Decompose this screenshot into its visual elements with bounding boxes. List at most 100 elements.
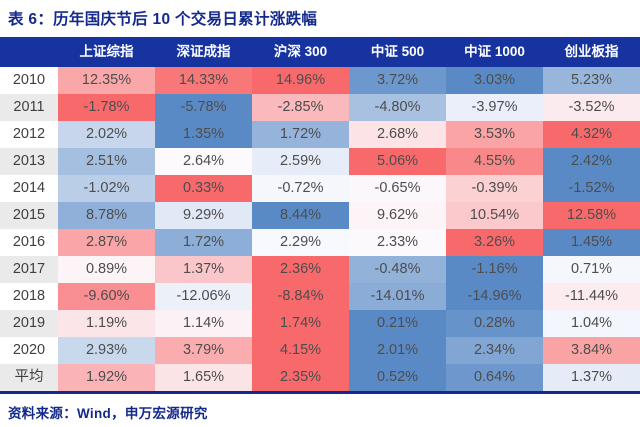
heatmap-table: 上证综指 深证成指 沪深 300 中证 500 中证 1000 创业板指 2010 12.3…	[0, 37, 640, 394]
table-row: 2015 8.78% 9.29% 8.44% 9.62% 10.54% 12.58%	[0, 202, 640, 229]
table-cell: 10.54%	[446, 202, 543, 229]
column-header: 中证 500	[370, 44, 425, 59]
table-cell: 1.04%	[543, 310, 640, 337]
table-cell: 3.84%	[543, 337, 640, 364]
table-cell: -11.44%	[543, 283, 640, 310]
table-cell: 12.58%	[543, 202, 640, 229]
table-cell: -1.16%	[446, 256, 543, 283]
table-body: 2010 12.35% 14.33% 14.96% 3.72% 3.03% 5.23% 201…	[0, 67, 640, 391]
table-cell: -14.01%	[349, 283, 446, 310]
table-cell: -5.78%	[155, 94, 252, 121]
table-cell: 2.64%	[155, 148, 252, 175]
column-header: 沪深 300	[273, 44, 328, 59]
table-cell: -1.02%	[58, 175, 155, 202]
table-cell: 1.72%	[155, 229, 252, 256]
row-label: 2017	[0, 256, 58, 283]
header-row: 上证综指 深证成指 沪深 300 中证 500 中证 1000 创业板指	[0, 37, 640, 67]
table-cell: 0.64%	[446, 364, 543, 391]
table-row: 2010 12.35% 14.33% 14.96% 3.72% 3.03% 5.23%	[0, 67, 640, 94]
table-row: 2017 0.89% 1.37% 2.36% -0.48% -1.16% 0.71%	[0, 256, 640, 283]
table-cell: 2.42%	[543, 148, 640, 175]
table-row: 2018 -9.60% -12.06% -8.84% -14.01% -14.96% -11…	[0, 283, 640, 310]
column-header: 上证综指	[79, 44, 134, 59]
table-cell: 2.34%	[446, 337, 543, 364]
table-cell: 3.72%	[349, 67, 446, 94]
table-cell: 5.06%	[349, 148, 446, 175]
table-cell: 0.52%	[349, 364, 446, 391]
row-label: 2016	[0, 229, 58, 256]
table-cell: 0.71%	[543, 256, 640, 283]
table-cell: 1.45%	[543, 229, 640, 256]
table-cell: 4.15%	[252, 337, 349, 364]
row-label: 2012	[0, 121, 58, 148]
page-title: 表 6：历年国庆节后 10 个交易日累计涨跌幅	[8, 11, 318, 28]
table-cell: -0.65%	[349, 175, 446, 202]
table-cell: 3.79%	[155, 337, 252, 364]
row-label: 2011	[0, 94, 58, 121]
table-cell: 14.33%	[155, 67, 252, 94]
corner-cell	[0, 37, 58, 67]
table-cell: 12.35%	[58, 67, 155, 94]
row-label: 2020	[0, 337, 58, 364]
table-cell: 5.23%	[543, 67, 640, 94]
table-cell: 2.36%	[252, 256, 349, 283]
table-cell: 2.59%	[252, 148, 349, 175]
table-cell: 2.68%	[349, 121, 446, 148]
row-label: 2010	[0, 67, 58, 94]
table-cell: 1.35%	[155, 121, 252, 148]
table-cell: 1.14%	[155, 310, 252, 337]
table-cell: 0.89%	[58, 256, 155, 283]
table-cell: -14.96%	[446, 283, 543, 310]
table-cell: 4.32%	[543, 121, 640, 148]
row-label: 2013	[0, 148, 58, 175]
table-cell: -4.80%	[349, 94, 446, 121]
row-label: 2014	[0, 175, 58, 202]
table-cell: 1.92%	[58, 364, 155, 391]
table-cell: 0.33%	[155, 175, 252, 202]
table-cell: -1.78%	[58, 94, 155, 121]
table-cell: 1.37%	[155, 256, 252, 283]
table-row: 2020 2.93% 3.79% 4.15% 2.01% 2.34% 3.84%	[0, 337, 640, 364]
table-row: 2013 2.51% 2.64% 2.59% 5.06% 4.55% 2.42%	[0, 148, 640, 175]
table-cell: -0.48%	[349, 256, 446, 283]
table-cell: 2.51%	[58, 148, 155, 175]
table-cell: -8.84%	[252, 283, 349, 310]
table-cell: 3.03%	[446, 67, 543, 94]
table-cell: -3.97%	[446, 94, 543, 121]
table-cell: -9.60%	[58, 283, 155, 310]
table-row: 2019 1.19% 1.14% 1.74% 0.21% 0.28% 1.04%	[0, 310, 640, 337]
table-cell: 9.62%	[349, 202, 446, 229]
table-cell: 2.29%	[252, 229, 349, 256]
table-cell: 14.96%	[252, 67, 349, 94]
table-cell: 1.72%	[252, 121, 349, 148]
row-label: 2015	[0, 202, 58, 229]
table-cell: 9.29%	[155, 202, 252, 229]
row-label: 2019	[0, 310, 58, 337]
table-cell: 1.37%	[543, 364, 640, 391]
table-cell: 3.26%	[446, 229, 543, 256]
table-cell: -2.85%	[252, 94, 349, 121]
table-cell: 2.02%	[58, 121, 155, 148]
table-cell: -0.39%	[446, 175, 543, 202]
table-bottom-border	[0, 391, 640, 394]
source-note: 资料来源：Wind，申万宏源研究	[8, 406, 208, 421]
row-label: 平均	[0, 364, 58, 391]
table-row: 2012 2.02% 1.35% 1.72% 2.68% 3.53% 4.32%	[0, 121, 640, 148]
column-header: 创业板指	[564, 44, 619, 59]
table-cell: 0.21%	[349, 310, 446, 337]
table-cell: -12.06%	[155, 283, 252, 310]
column-header: 深证成指	[176, 44, 231, 59]
table-row: 2016 2.87% 1.72% 2.29% 2.33% 3.26% 1.45%	[0, 229, 640, 256]
table-cell: 0.28%	[446, 310, 543, 337]
table-cell: 4.55%	[446, 148, 543, 175]
table-cell: -1.52%	[543, 175, 640, 202]
table-cell: 2.93%	[58, 337, 155, 364]
table-cell: 1.65%	[155, 364, 252, 391]
column-header: 中证 1000	[464, 44, 525, 59]
table-cell: 8.78%	[58, 202, 155, 229]
table-cell: -3.52%	[543, 94, 640, 121]
table-row: 2011 -1.78% -5.78% -2.85% -4.80% -3.97% -3.52%	[0, 94, 640, 121]
table-cell: 2.33%	[349, 229, 446, 256]
table-cell: 2.01%	[349, 337, 446, 364]
